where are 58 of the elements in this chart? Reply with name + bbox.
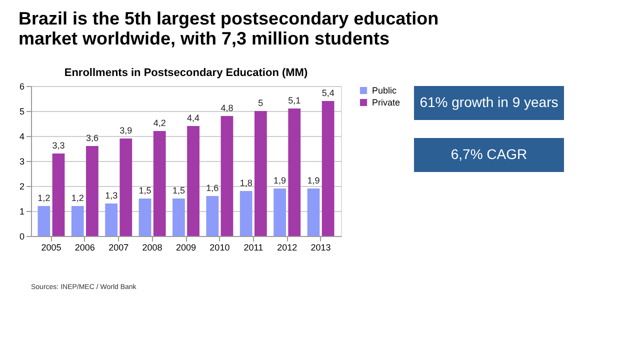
x-tick-label: 2009 (176, 242, 196, 252)
legend-label: Public (372, 86, 398, 96)
bar (172, 198, 185, 236)
x-tick-label: 2006 (74, 242, 95, 252)
bar (105, 204, 118, 236)
text: 6,7% CAGR (450, 146, 528, 162)
bar (86, 146, 98, 236)
bar (288, 108, 301, 236)
bar (322, 101, 334, 236)
data-label: 1,3 (105, 190, 118, 200)
data-label: 3,6 (86, 133, 98, 143)
y-tick-label: 0 (19, 232, 24, 242)
y-tick-label: 5 (19, 106, 24, 116)
y-tick-label: 6 (19, 82, 24, 92)
bar (153, 131, 166, 236)
bar (120, 138, 132, 236)
y-tick-label: 3 (19, 156, 24, 166)
x-tick-label: 2007 (108, 242, 129, 252)
data-label: 1,5 (138, 186, 152, 196)
x-tick-label: 2011 (244, 242, 264, 252)
data-label: 1,2 (71, 193, 84, 203)
data-label: 1,9 (307, 176, 320, 186)
data-label: 1,8 (240, 178, 252, 188)
x-tick-label: 2005 (41, 242, 62, 252)
data-label: 5,4 (322, 88, 334, 98)
x-tick-label: 2012 (277, 242, 298, 252)
bar (138, 198, 152, 236)
bar (274, 188, 286, 236)
bar (254, 111, 267, 236)
bar (187, 126, 200, 236)
bar (206, 196, 219, 236)
data-label: 4,2 (153, 118, 166, 128)
data-label: 5,1 (288, 96, 301, 106)
data-label: 4,4 (187, 113, 200, 123)
x-tick-label: 2013 (310, 242, 331, 252)
chart-subtitle: Enrollments in Postsecondary Education (MM) (64, 67, 308, 79)
data-label: 1,5 (172, 186, 185, 196)
x-tick-label: 2010 (210, 242, 230, 252)
bar (71, 206, 84, 236)
data-label: 5 (258, 98, 264, 108)
chart-title: Brazil is the 5th largest postsecondary education market worldwide, with 7,3 million students (18, 8, 439, 48)
text: 61% growth in 9 years (420, 94, 558, 110)
bar (307, 188, 320, 236)
data-label: 1,9 (274, 176, 286, 186)
y-tick-label: 1 (19, 206, 24, 216)
bar (52, 154, 65, 236)
data-label: 4,8 (220, 103, 234, 113)
legend-label: Private (372, 98, 400, 108)
bar (240, 191, 252, 236)
x-tick-label: 2008 (142, 242, 162, 252)
y-tick-label: 4 (19, 132, 24, 142)
data-label: 3,3 (52, 140, 65, 150)
bar (38, 206, 50, 236)
y-tick-label: 2 (19, 182, 24, 192)
bar (220, 116, 234, 236)
data-label: 1,6 (206, 183, 219, 193)
data-label: 3,9 (120, 126, 132, 136)
data-label: 1,2 (38, 193, 50, 203)
